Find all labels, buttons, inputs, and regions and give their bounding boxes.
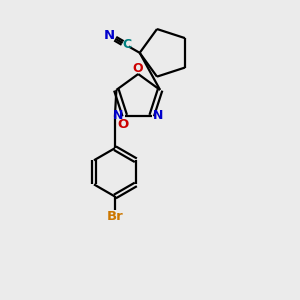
- Text: C: C: [123, 38, 132, 51]
- Text: N: N: [113, 109, 123, 122]
- Text: N: N: [153, 109, 164, 122]
- Text: Br: Br: [106, 210, 123, 223]
- Text: N: N: [104, 29, 115, 42]
- Text: O: O: [132, 61, 143, 75]
- Text: O: O: [118, 118, 129, 131]
